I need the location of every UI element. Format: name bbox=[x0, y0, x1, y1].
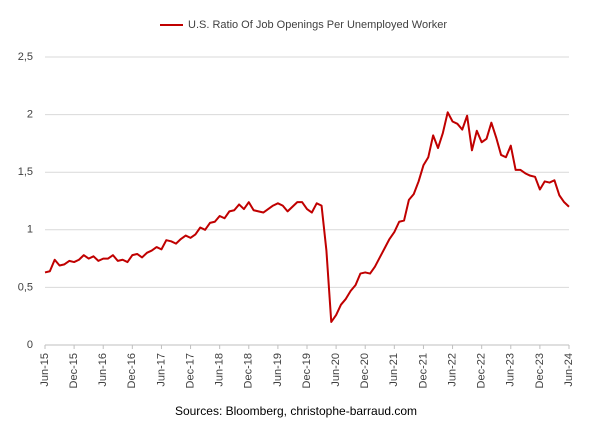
x-tick-label: Jun-18 bbox=[214, 353, 226, 387]
x-tick-label: Dec-20 bbox=[359, 353, 371, 388]
x-tick-label: Jun-22 bbox=[446, 353, 458, 387]
x-tick-label: Jun-16 bbox=[97, 353, 109, 387]
x-tick-label: Jun-23 bbox=[505, 353, 517, 387]
y-tick-label: 2,5 bbox=[18, 51, 33, 63]
x-tick-label: Dec-23 bbox=[534, 353, 546, 388]
x-tick-label: Jun-19 bbox=[272, 353, 284, 387]
data-line bbox=[44, 111, 570, 323]
y-tick-label: 1 bbox=[27, 224, 33, 236]
x-tick-label: Jun-21 bbox=[388, 353, 400, 387]
y-tick-label: 2 bbox=[27, 109, 33, 121]
x-tick-label: Dec-16 bbox=[126, 353, 138, 388]
source-note: Sources: Bloomberg, christophe-barraud.c… bbox=[175, 404, 417, 418]
x-tick-label: Dec-17 bbox=[184, 353, 196, 388]
y-tick-label: 0 bbox=[27, 339, 33, 351]
x-tick-label: Dec-18 bbox=[243, 353, 255, 388]
x-tick-label: Jun-24 bbox=[563, 353, 575, 387]
x-tick-label: Dec-15 bbox=[68, 353, 80, 388]
legend-label: U.S. Ratio Of Job Openings Per Unemploye… bbox=[188, 19, 447, 31]
x-tick-label: Jun-20 bbox=[330, 353, 342, 387]
x-tick-label: Dec-21 bbox=[417, 353, 429, 388]
y-tick-label: 1,5 bbox=[18, 166, 33, 178]
x-tick-label: Jun-15 bbox=[39, 353, 51, 387]
x-tick-label: Dec-22 bbox=[476, 353, 488, 388]
y-tick-label: 0,5 bbox=[18, 281, 33, 293]
x-tick-label: Dec-19 bbox=[301, 353, 313, 388]
x-tick-label: Jun-17 bbox=[155, 353, 167, 387]
